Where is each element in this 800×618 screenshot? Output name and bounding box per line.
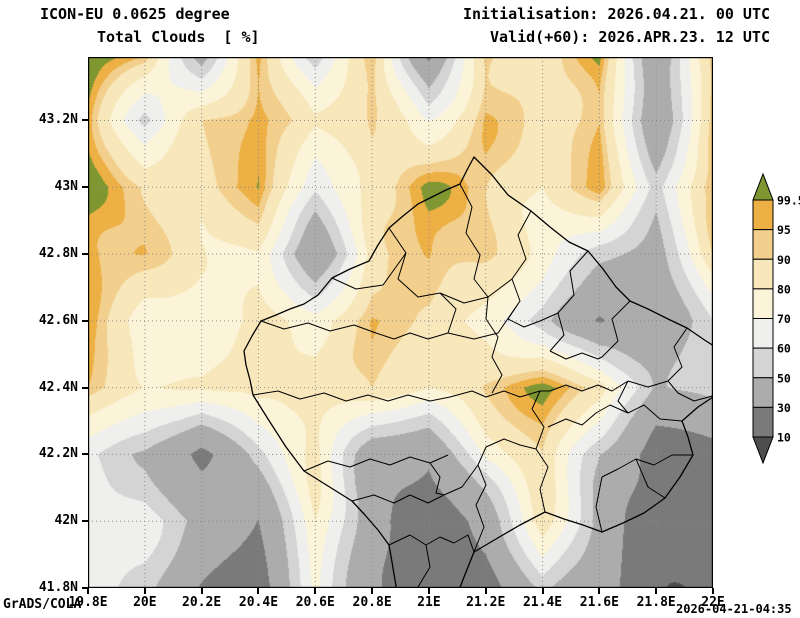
x-axis-label: 20.4E [238,595,279,610]
generation-timestamp: 2026-04-21-04:35 [676,602,792,616]
y-axis-label: 41.8N [38,580,78,595]
colorbar-arrow-bottom [752,436,774,465]
y-axis-tick [82,453,88,456]
y-axis-tick [82,253,88,256]
kosovo-outline [243,156,713,588]
init-time-label: Initialisation: 2026.04.21. 00 UTC [462,5,770,23]
x-axis-tick [371,588,374,594]
colorbar-label: 60 [777,342,791,356]
colorbar-label: 90 [777,253,791,267]
colorbar-label: 70 [777,312,791,326]
y-axis-label: 43N [54,179,78,195]
x-axis-tick [655,588,658,594]
y-axis-label: 42N [54,513,78,529]
colorbar-label: 80 [777,282,791,296]
colorbar-label: 99.5 [777,194,800,208]
colorbar-segment [752,347,774,379]
map-overlay [88,57,713,588]
x-axis-tick [427,588,430,594]
valid-time-label: Valid(+60): 2026.APR.23. 12 UTC [490,28,770,46]
x-axis-tick [598,588,601,594]
x-axis-tick [712,588,714,594]
map-border [88,57,713,588]
y-axis-tick [82,119,88,122]
x-axis-label: 20E [133,595,157,610]
x-axis-label: 20.6E [295,595,335,610]
x-axis-tick [200,588,203,594]
colorbar-segment [752,318,774,349]
x-axis-tick [257,588,260,594]
colorbar-segment [752,258,774,290]
colorbar-label: 50 [777,371,791,385]
y-axis-tick [82,386,88,389]
x-axis-tick [484,588,487,594]
colorbar-label: 30 [777,401,791,415]
colorbar-segment [752,377,774,408]
x-axis-label: 21E [417,595,441,610]
x-axis-label: 21.4E [522,595,563,610]
y-axis-tick [82,520,88,523]
colorbar-segment [752,229,774,260]
y-axis-tick [82,186,88,189]
x-axis-tick [314,588,317,594]
x-axis-label: 21.2E [466,595,506,610]
kosovo-district-boundaries [252,183,713,588]
x-axis-label: 21.8E [636,595,676,610]
colorbar-segment [752,199,774,231]
y-axis-label: 42.6N [38,312,78,328]
colorbar-segment [752,406,774,438]
y-axis-label: 42.2N [38,446,78,462]
y-axis-label: 43.2N [38,112,78,128]
y-axis-label: 42.4N [38,379,78,395]
x-axis-label: 20.8E [352,595,392,610]
x-axis-label: 21.6E [579,595,619,610]
colorbar-segment [752,288,774,319]
x-axis-label: 22E [701,595,725,610]
x-axis-tick [87,588,89,594]
y-axis-label: 42.8N [38,246,78,262]
model-title: ICON-EU 0.0625 degree [40,5,230,23]
x-axis-tick [143,588,146,594]
x-axis-label: 20.2E [182,595,222,610]
x-axis-label: 19.8E [68,595,108,610]
variable-title: Total Clouds [ %] [97,28,260,46]
y-axis-tick [82,319,88,322]
x-axis-tick [541,588,544,594]
grads-credit: GrADS/COLA [3,597,82,612]
colorbar-arrow-top [752,172,774,201]
colorbar-label: 95 [777,223,791,237]
colorbar: 99.5 95 90 80 70 60 50 30 10 [752,172,800,465]
grid-lines [88,57,713,588]
colorbar-label: 10 [777,431,791,445]
y-axis-tick [82,587,88,589]
